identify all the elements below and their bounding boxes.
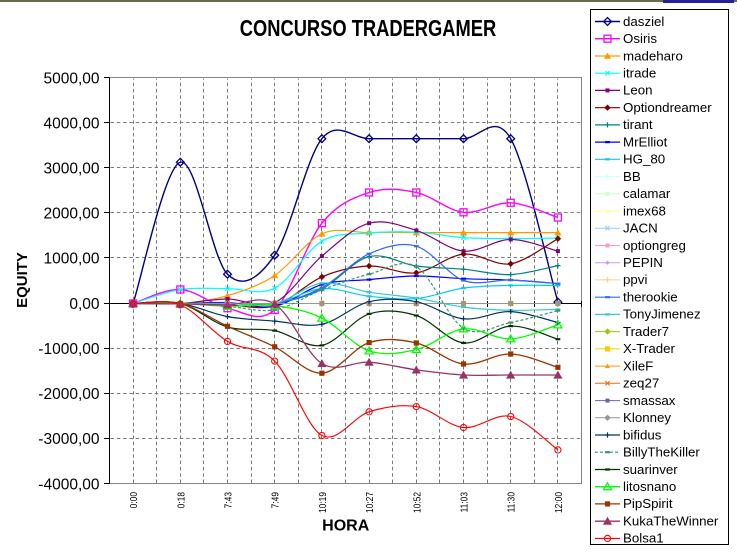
svg-text:CONCURSO TRADERGAMER: CONCURSO TRADERGAMER xyxy=(240,16,496,42)
svg-text:HG_80: HG_80 xyxy=(623,152,665,167)
svg-text:Klonney: Klonney xyxy=(623,410,671,425)
svg-text:PEPIN: PEPIN xyxy=(623,255,663,270)
svg-text:Trader7: Trader7 xyxy=(623,324,669,339)
svg-text:BillyTheKiller: BillyTheKiller xyxy=(623,445,700,460)
svg-text:suarinver: suarinver xyxy=(623,462,678,477)
svg-text:3000,00: 3000,00 xyxy=(43,161,99,178)
svg-text:0:18: 0:18 xyxy=(176,492,187,508)
svg-text:imex68: imex68 xyxy=(623,203,666,218)
svg-text:smassax: smassax xyxy=(623,393,676,408)
svg-text:1000,00: 1000,00 xyxy=(43,251,99,268)
svg-text:MrElliot: MrElliot xyxy=(623,134,668,149)
svg-text:-2000,00: -2000,00 xyxy=(38,386,100,403)
svg-text:bifidus: bifidus xyxy=(623,427,662,442)
svg-text:therookie: therookie xyxy=(623,290,678,305)
svg-text:dasziel: dasziel xyxy=(623,14,664,29)
svg-text:Optiondreamer: Optiondreamer xyxy=(623,100,712,115)
svg-text:5000,00: 5000,00 xyxy=(43,70,99,87)
svg-text:ppvi: ppvi xyxy=(623,272,647,287)
svg-text:optiongreg: optiongreg xyxy=(623,238,686,253)
svg-text:10:19: 10:19 xyxy=(317,492,328,513)
svg-text:madeharo: madeharo xyxy=(623,48,683,63)
svg-text:10:52: 10:52 xyxy=(412,492,423,513)
svg-text:litosnano: litosnano xyxy=(623,479,676,494)
svg-text:tirant: tirant xyxy=(623,117,653,132)
svg-text:10:27: 10:27 xyxy=(364,492,375,513)
svg-text:Leon: Leon xyxy=(623,83,653,98)
svg-text:4000,00: 4000,00 xyxy=(43,115,99,132)
svg-text:PipSpirit: PipSpirit xyxy=(623,496,673,511)
svg-text:Bolsa1: Bolsa1 xyxy=(623,531,664,546)
svg-text:-1000,00: -1000,00 xyxy=(38,341,100,358)
svg-text:TonyJimenez: TonyJimenez xyxy=(623,307,701,322)
svg-text:0:00: 0:00 xyxy=(128,492,139,508)
svg-text:X-Trader: X-Trader xyxy=(623,341,676,356)
svg-text:calamar: calamar xyxy=(623,186,671,201)
svg-text:7:49: 7:49 xyxy=(270,492,281,508)
svg-text:0,00: 0,00 xyxy=(69,296,100,313)
svg-text:12:00: 12:00 xyxy=(553,492,564,513)
svg-text:zeq27: zeq27 xyxy=(623,376,659,391)
svg-text:XileF: XileF xyxy=(623,358,653,373)
svg-text:EQUITY: EQUITY xyxy=(14,252,31,308)
svg-text:-4000,00: -4000,00 xyxy=(38,476,100,493)
svg-text:JACN: JACN xyxy=(623,221,658,236)
svg-text:itrade: itrade xyxy=(623,66,656,81)
svg-text:Osiris: Osiris xyxy=(623,31,657,46)
svg-text:-3000,00: -3000,00 xyxy=(38,431,100,448)
svg-text:2000,00: 2000,00 xyxy=(43,206,99,223)
svg-text:7:43: 7:43 xyxy=(223,492,234,508)
svg-text:HORA: HORA xyxy=(322,517,370,534)
svg-text:11:03: 11:03 xyxy=(459,492,470,512)
svg-text:11:30: 11:30 xyxy=(506,492,517,512)
svg-text:BB: BB xyxy=(623,169,641,184)
svg-text:KukaTheWinner: KukaTheWinner xyxy=(623,514,719,529)
